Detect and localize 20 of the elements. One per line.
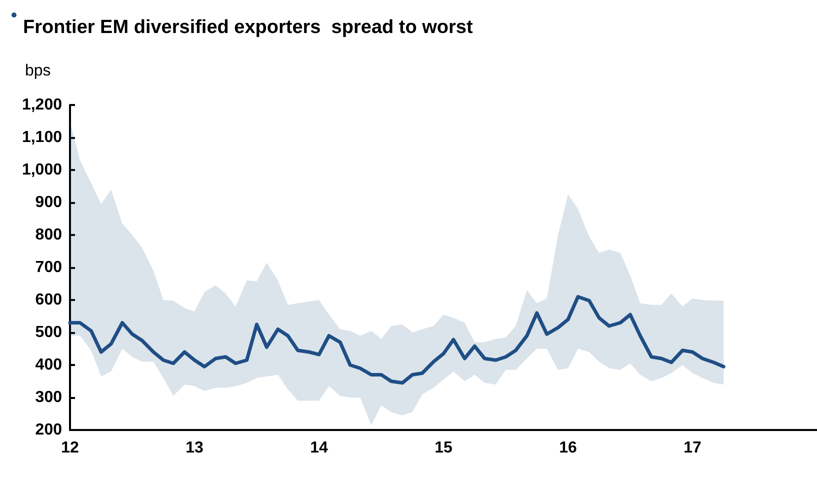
y-tick-label: 200 — [35, 422, 62, 438]
y-tick-label: 900 — [35, 194, 62, 211]
y-tick-label: 500 — [35, 324, 62, 341]
y-axis-title: bps — [25, 62, 51, 80]
y-tick-label: 800 — [35, 226, 62, 244]
chart-title: Frontier EM diversified exporters spread to worst — [23, 17, 474, 38]
y-tick-label: 1,100 — [22, 129, 62, 146]
x-tick-label: 16 — [559, 440, 577, 456]
y-tick-label: 1,200 — [22, 96, 62, 114]
x-tick-label: 17 — [684, 440, 702, 456]
x-tick-label: 13 — [186, 440, 204, 456]
y-tick-label: 400 — [35, 356, 62, 374]
x-tick-label: 14 — [310, 440, 328, 456]
y-tick-label: 700 — [35, 259, 62, 276]
x-tick-label: 12 — [61, 440, 79, 456]
y-tick-label: 600 — [35, 292, 62, 308]
x-tick-label: 15 — [434, 440, 452, 456]
y-tick-label: 300 — [35, 389, 62, 406]
y-tick-label: 1,000 — [22, 162, 62, 178]
line-series — [68, 295, 726, 385]
